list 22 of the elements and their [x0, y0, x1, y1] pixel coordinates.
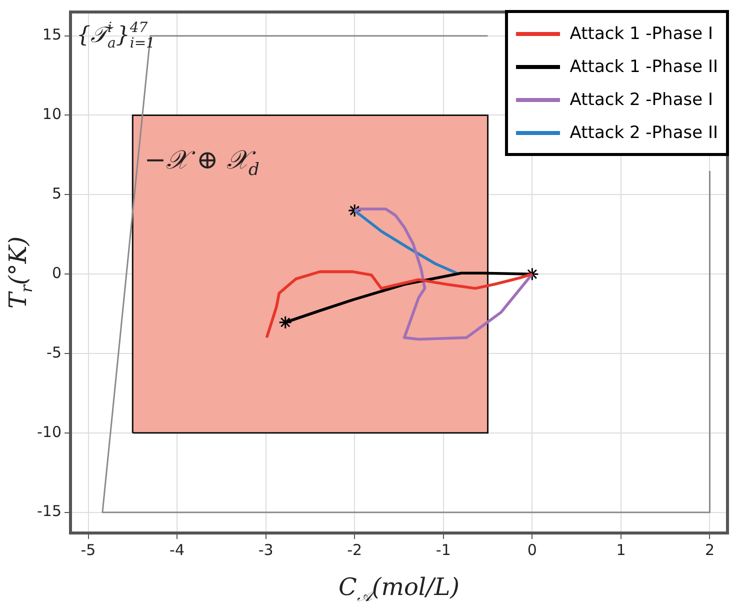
x-tick-label: -5 — [80, 540, 96, 559]
legend-label: Attack 1 -Phase I — [570, 24, 713, 44]
x-tick-label: -1 — [436, 540, 451, 559]
x-tick-label: 0 — [527, 540, 537, 559]
legend-label: Attack 2 -Phase I — [570, 90, 713, 110]
y-tick-label: 5 — [52, 184, 62, 203]
x-tick-label: -3 — [258, 540, 274, 559]
y-tick-label: 15 — [42, 26, 62, 44]
y-axis-title: Tr(°K) — [4, 236, 36, 309]
point — [348, 204, 362, 218]
x-tick-label: 1 — [616, 540, 626, 559]
y-tick-label: -15 — [37, 502, 62, 520]
point — [278, 316, 292, 330]
legend-label: Attack 1 -Phase II — [570, 56, 718, 76]
y-tick-label: 0 — [52, 264, 62, 282]
x-tick-label: -4 — [170, 540, 185, 559]
x-tick-label: -2 — [347, 540, 362, 559]
legend-label: Attack 2 -Phase II — [570, 122, 718, 142]
y-tick-label: -5 — [46, 343, 62, 362]
x-tick-label: 2 — [704, 540, 715, 559]
y-tick-label: 10 — [42, 105, 62, 124]
y-tick-label: -10 — [37, 422, 62, 441]
